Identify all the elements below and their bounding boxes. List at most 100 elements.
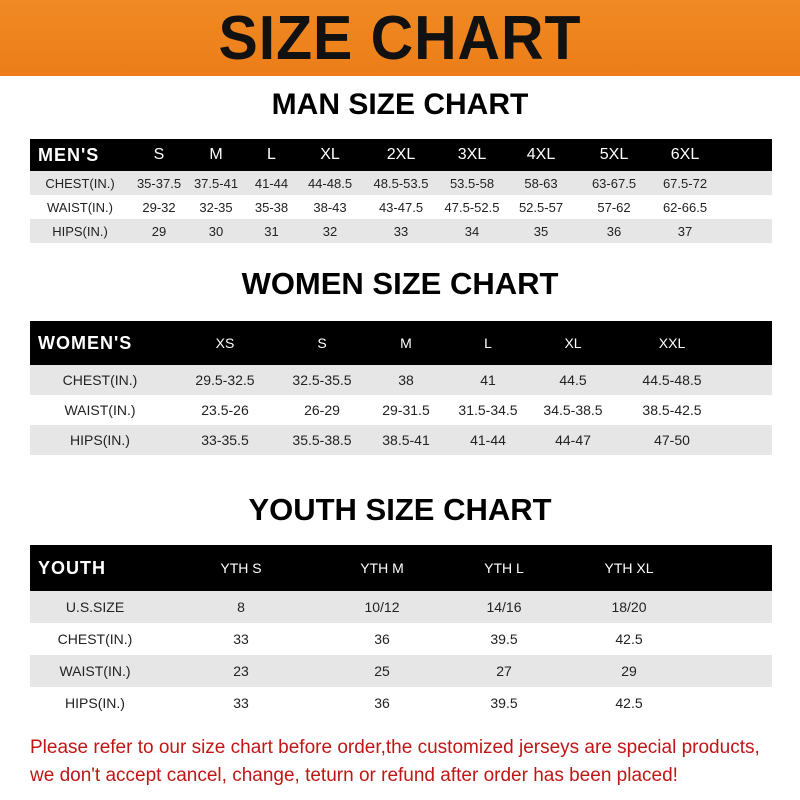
table-cell: 29 bbox=[151, 223, 167, 239]
table-cell: 57-62 bbox=[597, 199, 631, 215]
size-column-header: 6XL bbox=[670, 146, 700, 163]
table-row: HIPS(IN.) 33-35.5 35.5-38.5 38.5-41 41-44 44-… bbox=[30, 425, 772, 455]
table-cell: 23 bbox=[233, 663, 249, 679]
table-cell: 37 bbox=[677, 223, 693, 239]
table-cell: 36 bbox=[374, 631, 390, 647]
table-cell: 29-32 bbox=[142, 199, 176, 215]
table-cell: 47-50 bbox=[654, 432, 690, 448]
size-column-header: YTH S bbox=[220, 560, 262, 576]
table-cell: 29-31.5 bbox=[382, 402, 430, 418]
size-column-header: 4XL bbox=[526, 146, 556, 163]
notice-line: Please refer to our size chart before or… bbox=[30, 737, 760, 758]
table-cell: 38.5-41 bbox=[382, 432, 430, 448]
table-cell: 18/20 bbox=[611, 599, 647, 615]
size-column-header: YTH M bbox=[360, 560, 404, 576]
table-row: HIPS(IN.) 29 30 31 32 33 34 35 36 37 bbox=[30, 219, 772, 243]
table-cell: 34.5-38.5 bbox=[543, 402, 603, 418]
table-cell: 36 bbox=[606, 223, 622, 239]
table-cell: 48.5-53.5 bbox=[373, 175, 429, 191]
size-column-header: XS bbox=[215, 335, 235, 351]
table-cell: 42.5 bbox=[615, 695, 643, 711]
table-row: HIPS(IN.) 33 36 39.5 42.5 bbox=[30, 687, 772, 719]
table-cell: 38.5-42.5 bbox=[642, 402, 702, 418]
measurement-label: WAIST(IN.) bbox=[47, 199, 113, 215]
measurement-label: CHEST(IN.) bbox=[62, 372, 138, 388]
banner-title: SIZE CHART bbox=[218, 3, 582, 73]
table-label: YOUTH bbox=[38, 557, 106, 578]
table-cell: 44.5-48.5 bbox=[642, 372, 702, 388]
measurement-label: CHEST(IN.) bbox=[45, 175, 115, 191]
table-cell: 31 bbox=[264, 223, 279, 239]
measurement-label: HIPS(IN.) bbox=[52, 223, 108, 239]
table-cell: 10/12 bbox=[364, 599, 400, 615]
table-cell: 41 bbox=[480, 372, 496, 388]
table-label: MEN'S bbox=[38, 144, 100, 165]
table-cell: 36 bbox=[374, 695, 390, 711]
size-column-header: L bbox=[267, 146, 276, 163]
measurement-label: HIPS(IN.) bbox=[65, 695, 125, 711]
table-row: WAIST(IN.) 23 25 27 29 bbox=[30, 655, 772, 687]
table-cell: 35-37.5 bbox=[136, 175, 182, 191]
table-cell: 8 bbox=[237, 599, 245, 615]
table-cell: 34 bbox=[464, 223, 480, 239]
table-cell: 29 bbox=[621, 663, 637, 679]
table-cell: 29.5-32.5 bbox=[195, 372, 255, 388]
table-cell: 32 bbox=[322, 223, 338, 239]
table-cell: 39.5 bbox=[490, 695, 518, 711]
table-cell: 27 bbox=[496, 663, 512, 679]
women-size-table: WOMEN'S XS S M L XL XXL CHEST(IN.) 29.5-32.5 32.5… bbox=[30, 321, 772, 455]
youth-title: YOUTH SIZE CHART bbox=[248, 492, 552, 527]
notice-line: we don't accept cancel, change, teturn o… bbox=[30, 765, 678, 786]
table-cell: 31.5-34.5 bbox=[458, 402, 518, 418]
table-cell: 38 bbox=[398, 372, 414, 388]
size-column-header: S bbox=[153, 146, 165, 163]
measurement-label: HIPS(IN.) bbox=[70, 432, 130, 448]
measurement-label: U.S.SIZE bbox=[65, 599, 125, 615]
table-cell: 32.5-35.5 bbox=[292, 372, 352, 388]
table-cell: 43-47.5 bbox=[378, 199, 424, 215]
size-column-header: 5XL bbox=[599, 146, 629, 163]
table-cell: 58-63 bbox=[524, 175, 558, 191]
size-column-header: L bbox=[484, 335, 492, 351]
size-column-header: XL bbox=[564, 335, 582, 351]
size-column-header: 3XL bbox=[457, 146, 487, 163]
table-cell: 14/16 bbox=[486, 599, 522, 615]
size-column-header: M bbox=[209, 146, 223, 163]
table-cell: 23.5-26 bbox=[201, 402, 249, 418]
table-cell: 33 bbox=[233, 695, 249, 711]
table-cell: 35 bbox=[533, 223, 549, 239]
table-cell: 42.5 bbox=[615, 631, 643, 647]
table-cell: 33-35.5 bbox=[201, 432, 249, 448]
size-column-header: XL bbox=[320, 146, 340, 163]
table-cell: 38-43 bbox=[313, 199, 347, 215]
men-title: MAN SIZE CHART bbox=[271, 88, 529, 121]
table-cell: 41-44 bbox=[254, 175, 289, 191]
table-cell: 25 bbox=[374, 663, 390, 679]
table-cell: 53.5-58 bbox=[449, 175, 495, 191]
table-cell: 30 bbox=[208, 223, 224, 239]
table-header-row: MEN'S S M L XL 2XL 3XL 4XL 5XL 6XL bbox=[30, 139, 772, 171]
table-cell: 63-67.5 bbox=[591, 175, 637, 191]
size-column-header: S bbox=[317, 335, 327, 351]
youth-size-table: YOUTH YTH S YTH M YTH L YTH XL U.S.SIZE 8 10/12… bbox=[30, 545, 772, 719]
table-cell: 47.5-52.5 bbox=[444, 199, 500, 215]
table-cell: 33 bbox=[393, 223, 409, 239]
table-row: WAIST(IN.) 29-32 32-35 35-38 38-43 43-47.5 47.… bbox=[30, 195, 772, 219]
table-label: WOMEN'S bbox=[38, 332, 133, 353]
size-column-header: 2XL bbox=[386, 146, 416, 163]
measurement-label: CHEST(IN.) bbox=[57, 631, 133, 647]
banner: SIZE CHART bbox=[0, 0, 800, 76]
men-size-table: MEN'S S M L XL 2XL 3XL 4XL 5XL 6XL CHEST(IN.) 35-37… bbox=[30, 139, 772, 243]
table-cell: 26-29 bbox=[304, 402, 340, 418]
table-row: CHEST(IN.) 35-37.5 37.5-41 41-44 44-48.5 48.5… bbox=[30, 171, 772, 195]
table-cell: 62-66.5 bbox=[662, 199, 708, 215]
table-cell: 52.5-57 bbox=[518, 199, 564, 215]
table-cell: 41-44 bbox=[470, 432, 506, 448]
table-row: WAIST(IN.) 23.5-26 26-29 29-31.5 31.5-34.5 34… bbox=[30, 395, 772, 425]
measurement-label: WAIST(IN.) bbox=[64, 402, 136, 418]
size-column-header: XXL bbox=[658, 335, 686, 351]
measurement-label: WAIST(IN.) bbox=[59, 663, 131, 679]
table-cell: 44-48.5 bbox=[307, 175, 353, 191]
table-header-row: WOMEN'S XS S M L XL XXL bbox=[30, 321, 772, 365]
table-header-row: YOUTH YTH S YTH M YTH L YTH XL bbox=[30, 545, 772, 591]
